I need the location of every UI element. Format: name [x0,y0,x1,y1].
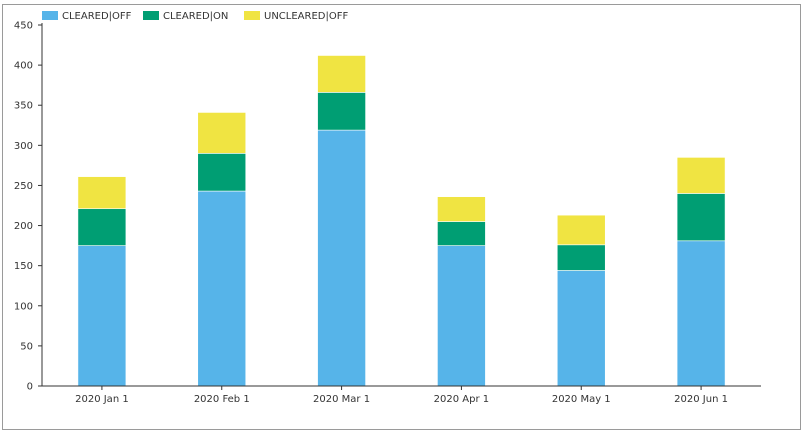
legend: CLEARED|OFF CLEARED|ON UNCLEARED|OFF [42,11,348,22]
bar-segment [197,190,247,387]
legend-label: CLEARED|OFF [62,11,132,22]
bars [77,55,726,387]
bar-segment [317,92,366,131]
bar-segment [556,214,606,246]
x-tick-label: 2020 Mar 1 [313,394,370,405]
bar-segment [77,208,127,246]
bar-segment [77,245,127,387]
legend-swatch [42,11,58,20]
legend-label: UNCLEARED|OFF [264,11,348,22]
bar-segment [197,112,247,154]
y-tick-label: 300 [14,141,33,152]
y-tick-label: 400 [14,61,33,72]
bar-segment [197,153,247,192]
bar-segment [676,240,726,387]
bar-segment [317,55,366,93]
legend-label: CLEARED|ON [163,11,228,22]
bar-segment [437,196,486,222]
bar-segment [437,221,486,246]
y-tick-label: 350 [14,101,33,112]
y-tick-label: 50 [20,341,33,352]
x-tick-label: 2020 Jun 1 [674,394,728,405]
x-tick-label: 2020 Apr 1 [434,394,489,405]
x-tick-label: 2020 Jan 1 [75,394,129,405]
y-tick-label: 150 [14,261,33,272]
x-axis: 2020 Jan 1 2020 Feb 1 2020 Mar 1 2020 Apr 1… [42,385,761,405]
y-tick-label: 100 [14,301,33,312]
x-tick-label: 2020 May 1 [552,394,611,405]
bar-segment [317,129,366,387]
y-axis: 0 50 100 150 200 250 300 350 400 450 [14,21,43,393]
y-tick-label: 0 [27,382,33,393]
chart-frame [2,4,801,430]
y-tick-label: 250 [14,181,33,192]
bar-segment [437,245,486,387]
bar-segment [556,244,606,271]
y-tick-label: 200 [14,221,33,232]
bar-segment [556,270,606,387]
bar-segment [77,176,127,210]
legend-swatch [143,11,159,20]
legend-swatch [244,11,260,20]
bar-segment [676,157,726,194]
bar-segment [676,193,726,242]
y-tick-label: 450 [14,21,33,32]
x-tick-label: 2020 Feb 1 [194,394,250,405]
